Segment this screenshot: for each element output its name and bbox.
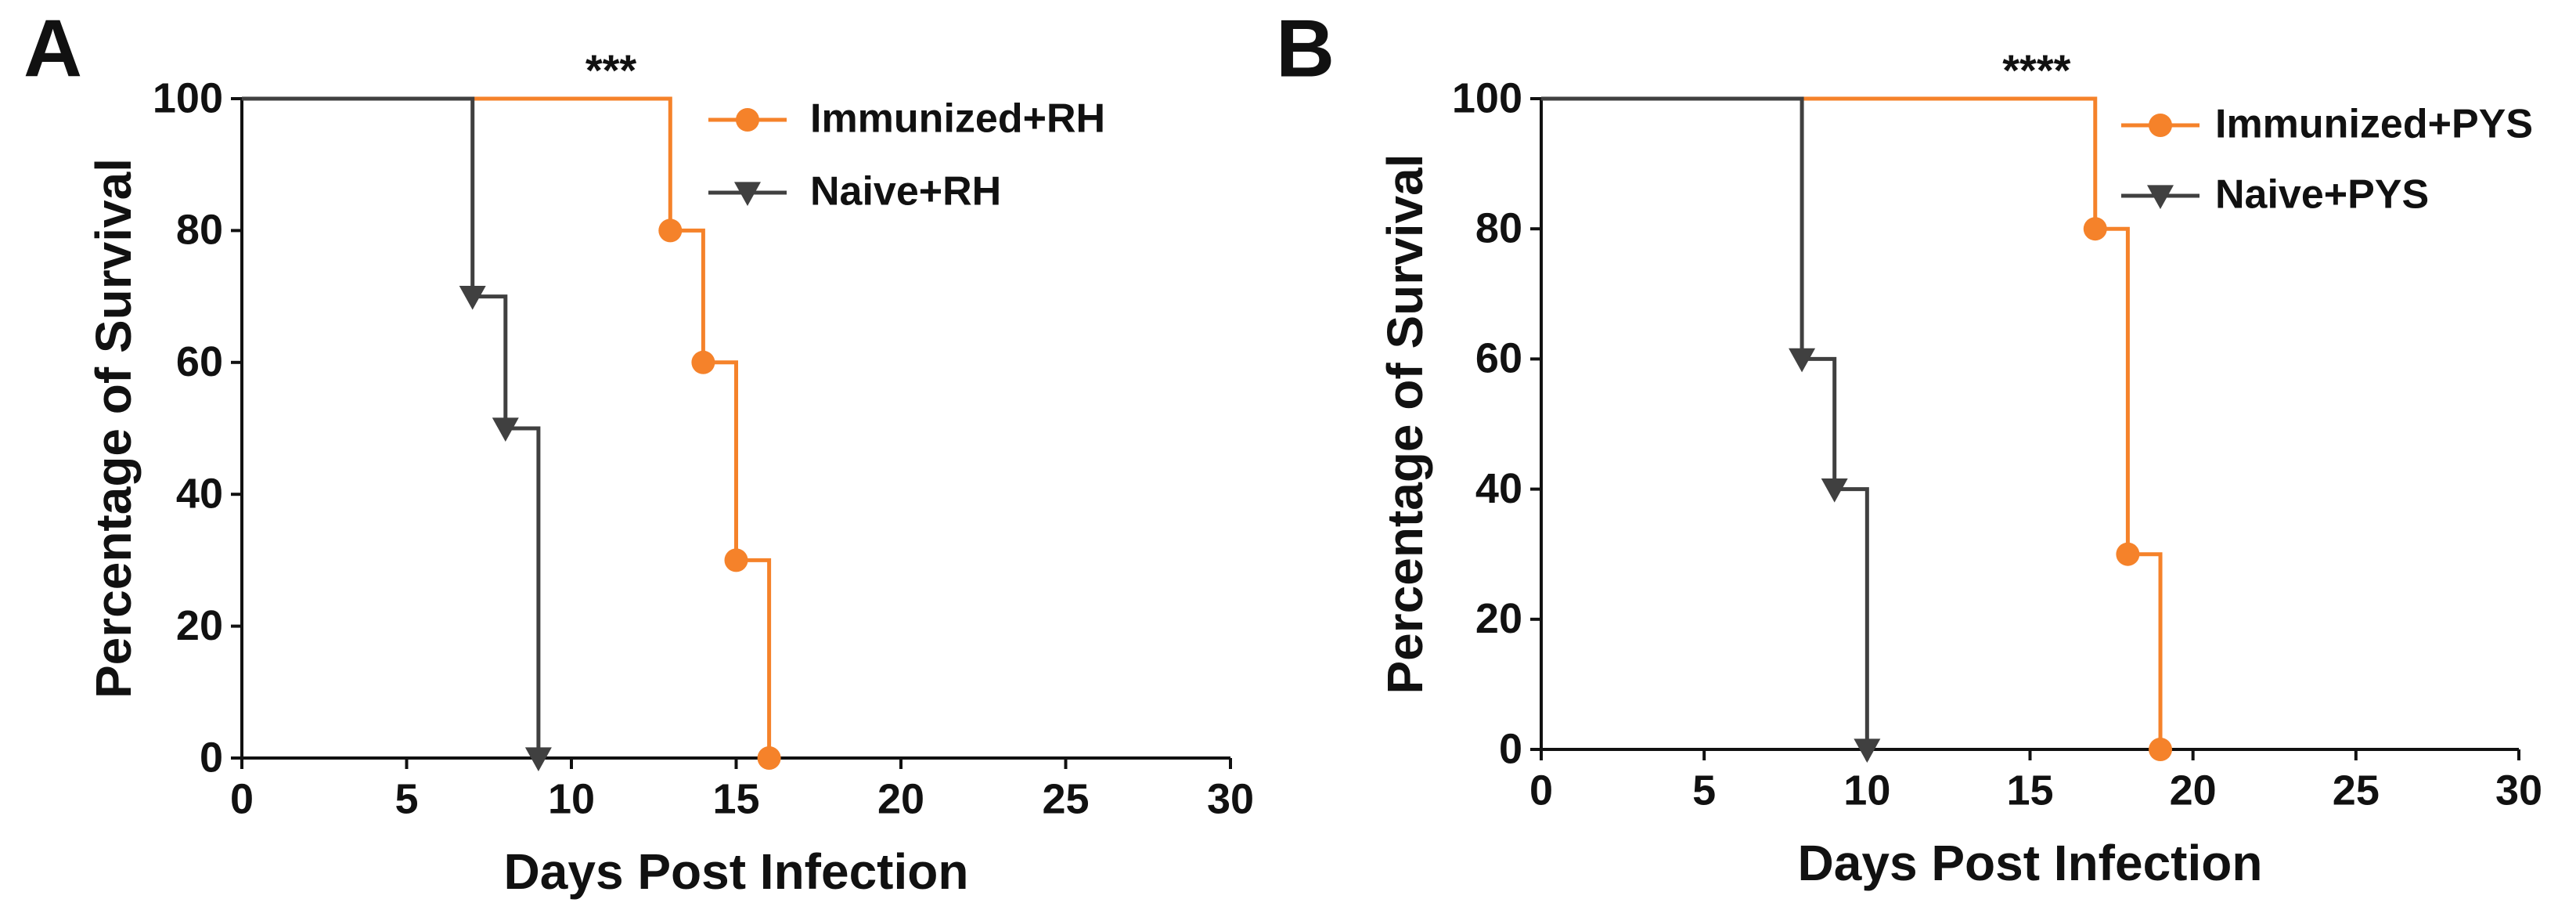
x-tick-label: 10 <box>548 775 595 822</box>
y-tick-label: 100 <box>1452 74 1522 121</box>
marker <box>691 350 715 374</box>
legend-label: Immunized+RH <box>810 96 1105 142</box>
x-tick-label: 5 <box>1692 767 1716 814</box>
x-tick-label: 0 <box>230 775 254 822</box>
x-axis-label: Days Post Infection <box>1798 835 2263 891</box>
y-tick-label: 0 <box>1499 725 1522 772</box>
marker <box>2116 542 2140 566</box>
marker <box>2149 114 2172 137</box>
marker <box>736 108 759 132</box>
annotation: *** <box>585 45 637 95</box>
marker <box>2147 185 2174 209</box>
y-tick-label: 60 <box>1475 335 1522 382</box>
legend-label: Immunized+PYS <box>2215 102 2533 147</box>
x-tick-label: 25 <box>1042 775 1089 822</box>
y-tick-label: 0 <box>200 734 223 781</box>
panel-label: A <box>23 3 82 94</box>
marker <box>1789 348 1816 373</box>
marker <box>1854 738 1881 763</box>
x-axis-label: Days Post Infection <box>504 843 969 900</box>
x-tick-label: 25 <box>2333 767 2380 814</box>
y-tick-label: 40 <box>1475 465 1522 512</box>
x-tick-label: 30 <box>2495 767 2542 814</box>
marker <box>524 747 552 771</box>
survival-line <box>1541 96 1869 749</box>
x-tick-label: 30 <box>1207 775 1254 822</box>
legend-label: Naive+RH <box>810 169 1001 215</box>
panel-label: B <box>1276 3 1335 94</box>
x-tick-label: 0 <box>1529 767 1553 814</box>
y-axis-label: Percentage of Survival <box>1377 153 1433 694</box>
legend-label: Naive+PYS <box>2215 172 2429 218</box>
marker <box>2083 217 2107 241</box>
y-tick-label: 20 <box>1475 595 1522 642</box>
marker <box>492 417 519 442</box>
annotation: **** <box>2002 45 2070 95</box>
y-tick-label: 80 <box>176 207 223 254</box>
survival-line <box>242 96 541 758</box>
y-tick-label: 80 <box>1475 204 1522 251</box>
survival-line <box>1541 96 2163 749</box>
y-tick-label: 20 <box>176 602 223 649</box>
marker <box>2149 738 2173 761</box>
marker <box>724 548 748 572</box>
y-tick-label: 60 <box>176 338 223 385</box>
y-tick-label: 40 <box>176 470 223 517</box>
y-tick-label: 100 <box>153 74 223 121</box>
x-tick-label: 10 <box>1843 767 1890 814</box>
x-tick-label: 15 <box>2006 767 2053 814</box>
x-tick-label: 20 <box>2170 767 2217 814</box>
marker <box>757 746 781 770</box>
marker <box>658 218 683 243</box>
y-axis-label: Percentage of Survival <box>85 158 142 699</box>
x-tick-label: 5 <box>395 775 418 822</box>
marker <box>1821 478 1848 503</box>
x-tick-label: 15 <box>712 775 759 822</box>
x-tick-label: 20 <box>877 775 924 822</box>
marker <box>734 182 761 206</box>
marker <box>459 286 486 310</box>
